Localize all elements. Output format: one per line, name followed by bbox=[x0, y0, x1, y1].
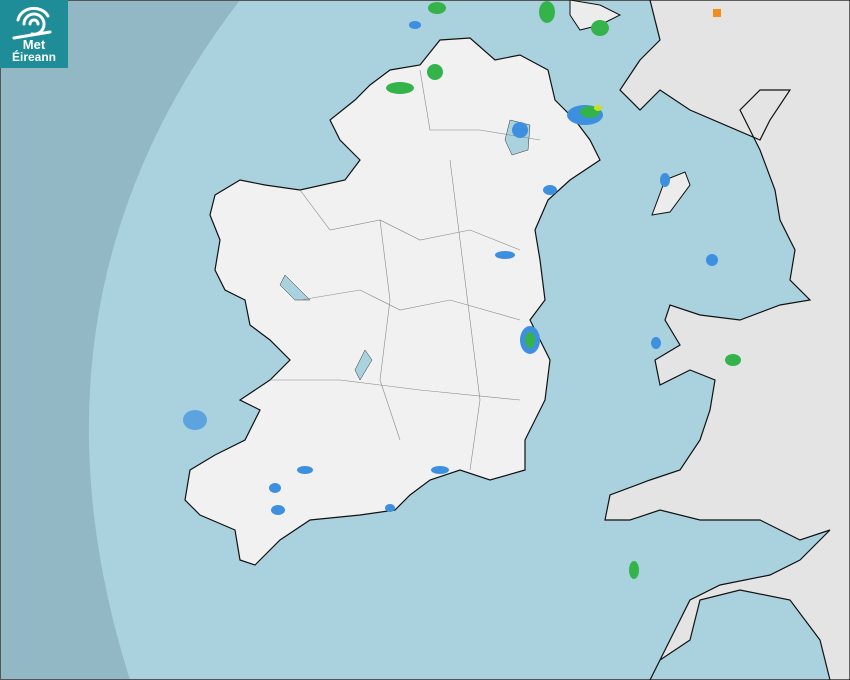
rain-cell bbox=[660, 173, 670, 187]
isle-of-man bbox=[651, 171, 691, 216]
met-eireann-logo: Met Éireann bbox=[0, 0, 68, 68]
rain-cell bbox=[427, 64, 443, 80]
ireland-landmass bbox=[184, 37, 601, 566]
lough-derg bbox=[354, 349, 373, 381]
logo-text-eireann: Éireann bbox=[11, 50, 56, 64]
rain-cell bbox=[385, 504, 395, 512]
logo-text-met: Met bbox=[22, 37, 46, 52]
rain-cell bbox=[543, 185, 557, 195]
rain-cell bbox=[183, 410, 207, 430]
radar-echoes bbox=[183, 1, 741, 579]
rain-cell bbox=[512, 122, 528, 138]
county-borders bbox=[270, 69, 541, 471]
great-britain-landmass bbox=[604, 0, 850, 680]
lough-corrib bbox=[279, 274, 311, 301]
rain-cell bbox=[725, 354, 741, 366]
rain-cell-intense bbox=[713, 9, 721, 17]
rain-cell bbox=[271, 505, 285, 515]
rain-cell bbox=[386, 82, 414, 94]
rain-cell bbox=[539, 1, 555, 23]
rain-cell bbox=[269, 483, 281, 493]
rain-cell bbox=[495, 251, 515, 259]
rain-cell bbox=[629, 561, 639, 579]
rain-cell bbox=[428, 2, 446, 14]
rain-cell bbox=[591, 20, 609, 36]
rain-cell bbox=[525, 332, 535, 348]
swirl-logo-icon bbox=[12, 6, 52, 40]
rain-cell bbox=[431, 466, 449, 474]
rain-cell bbox=[594, 105, 602, 111]
rain-cell bbox=[706, 254, 718, 266]
rain-cell bbox=[409, 21, 421, 29]
rain-cell bbox=[297, 466, 313, 474]
rain-cell bbox=[651, 337, 661, 349]
